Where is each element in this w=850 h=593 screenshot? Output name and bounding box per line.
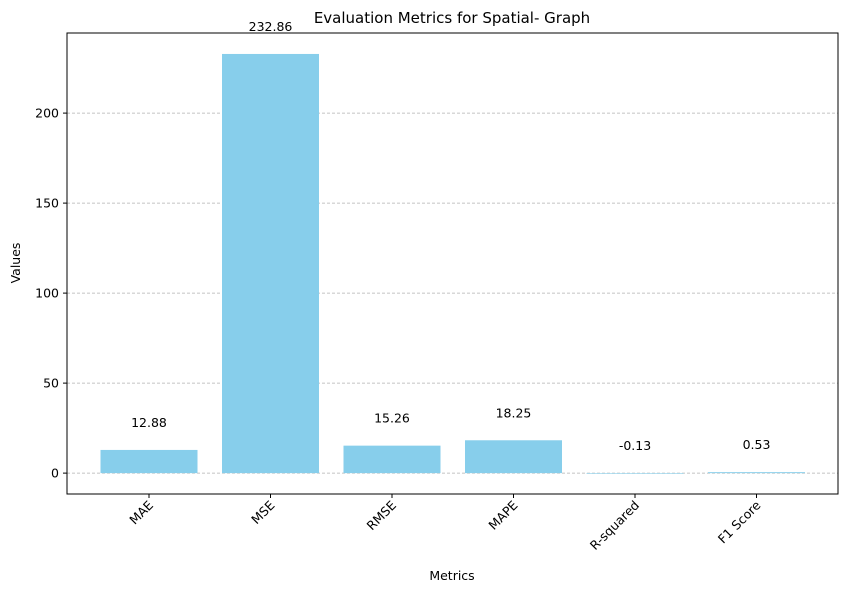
data-label: 12.88	[131, 415, 167, 430]
bar-mape	[465, 440, 562, 474]
bar-r-squared	[586, 473, 684, 474]
bar-rmse	[343, 445, 441, 474]
y-tick-label: 50	[43, 376, 59, 391]
x-tick-label: R-squared	[587, 498, 642, 553]
data-label: 18.25	[496, 405, 532, 420]
bar-f1-score	[708, 472, 805, 474]
x-axis-ticks: MAE MSE RMSE MAPE R-squared F1 Score	[126, 494, 764, 553]
bar-mae	[100, 449, 198, 474]
y-tick-label: 0	[51, 466, 59, 481]
x-tick-label: F1 Score	[715, 497, 764, 546]
data-label: -0.13	[619, 438, 651, 453]
bars	[100, 53, 805, 474]
plot-frame	[66, 32, 839, 495]
y-tick-label: 200	[35, 106, 59, 121]
data-label: 0.53	[743, 437, 771, 452]
y-axis-label: Values	[8, 243, 23, 284]
x-axis-label: Metrics	[429, 568, 474, 583]
data-labels: 12.88 232.86 15.26 18.25 -0.13 0.53	[131, 19, 770, 453]
grid-lines	[67, 112, 838, 474]
y-tick-label: 100	[35, 286, 59, 301]
x-tick-label: MAE	[126, 497, 156, 527]
y-tick-label: 150	[35, 196, 59, 211]
x-tick-label: RMSE	[364, 497, 400, 533]
x-tick-label: MAPE	[485, 497, 520, 532]
chart-title: Evaluation Metrics for Spatial- Graph	[314, 9, 590, 27]
x-tick-label: MSE	[248, 497, 278, 527]
bar-mse	[222, 53, 319, 474]
data-label: 15.26	[374, 411, 410, 426]
data-label: 232.86	[249, 19, 293, 34]
y-axis-ticks: 0 50 100 150 200	[35, 106, 67, 481]
